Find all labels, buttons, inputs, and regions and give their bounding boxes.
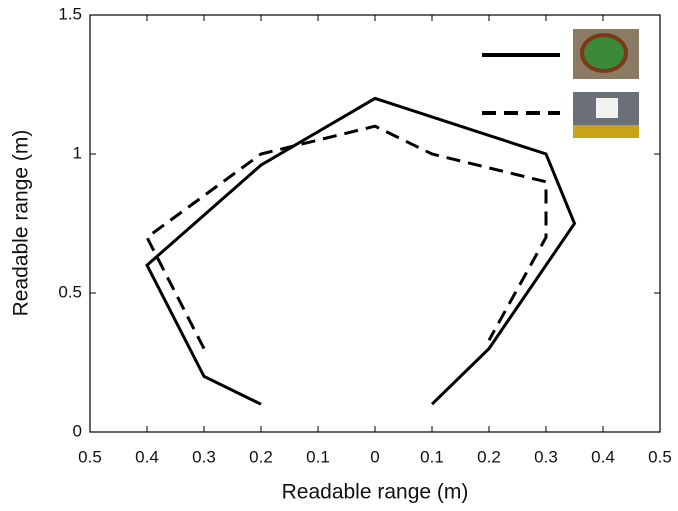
- x-tick-label: 0.5: [78, 447, 102, 466]
- y-tick-label: 1.5: [58, 4, 82, 23]
- legend: [573, 29, 639, 138]
- legend-image-tag: [580, 33, 628, 73]
- x-tick-label: 0.2: [477, 447, 501, 466]
- x-tick-label: 0.3: [192, 447, 216, 466]
- x-tick-label: 0.2: [249, 447, 273, 466]
- x-tick-label: 0.4: [591, 447, 615, 466]
- y-tick-label: 1: [73, 143, 82, 162]
- x-tick-label: 0.3: [534, 447, 558, 466]
- x-tick-label: 0.1: [420, 447, 444, 466]
- legend-image-floor: [573, 125, 639, 138]
- x-axis-title: Readable range (m): [282, 481, 469, 504]
- y-axis-title: Readable range (m): [10, 130, 33, 317]
- x-tick-label: 0.5: [648, 447, 672, 466]
- series-line: [145, 124, 548, 350]
- x-tick-label: 0: [370, 447, 379, 466]
- y-tick-label: 0.5: [58, 282, 82, 301]
- y-tick-label: 0: [73, 421, 82, 440]
- series-line: [145, 96, 577, 406]
- legend-image-tag: [596, 98, 618, 118]
- x-tick-label: 0.1: [306, 447, 330, 466]
- x-tick-label: 0.4: [135, 447, 159, 466]
